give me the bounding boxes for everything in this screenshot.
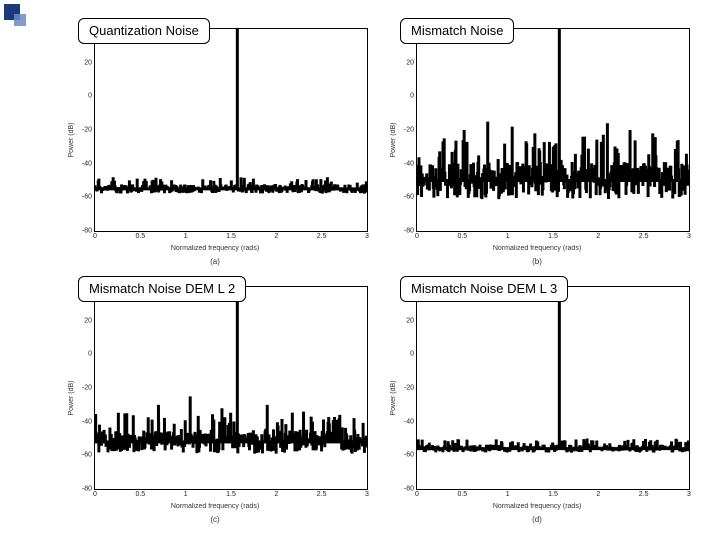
chart-panel: Mismatch Noise DEM L 240200-20-40-60-800…	[56, 272, 374, 524]
y-tick-label: -40	[68, 418, 92, 425]
y-tick-label: 20	[68, 317, 92, 324]
y-tick-label: -40	[390, 160, 414, 167]
y-tick-label: -60	[68, 194, 92, 201]
y-tick-label: -80	[390, 486, 414, 493]
y-tick-label: 20	[390, 317, 414, 324]
plot-area: 40200-20-40-60-8000.511.522.53	[416, 286, 690, 490]
y-tick-label: -60	[68, 452, 92, 459]
slide-decoration	[0, 0, 34, 44]
spectrum-plot	[95, 29, 367, 231]
x-axis-label: Normalized frequency (rads)	[493, 245, 581, 252]
plot-area: 40200-20-40-60-8000.511.522.53	[94, 286, 368, 490]
panel-title: Mismatch Noise DEM L 3	[400, 276, 568, 302]
y-tick-label: 20	[68, 59, 92, 66]
y-tick-label: 0	[68, 93, 92, 100]
y-axis-label: Power (dB)	[68, 122, 75, 157]
y-tick-label: 0	[390, 351, 414, 358]
y-axis-label: Power (dB)	[68, 380, 75, 415]
x-axis-label: Normalized frequency (rads)	[493, 503, 581, 510]
y-tick-label: -80	[68, 228, 92, 235]
deco-square-light	[14, 14, 26, 26]
plot-area: 40200-20-40-60-8000.511.522.53	[416, 28, 690, 232]
y-tick-label: -80	[68, 486, 92, 493]
chart-panel: Quantization Noise40200-20-40-60-8000.51…	[56, 14, 374, 266]
x-axis-label: Normalized frequency (rads)	[171, 245, 259, 252]
y-tick-label: -60	[390, 194, 414, 201]
plot-area: 40200-20-40-60-8000.511.522.53	[94, 28, 368, 232]
y-tick-label: 0	[68, 351, 92, 358]
chart-grid: Quantization Noise40200-20-40-60-8000.51…	[56, 14, 696, 524]
subfigure-label: (b)	[532, 257, 542, 266]
panel-title: Mismatch Noise DEM L 2	[78, 276, 246, 302]
panel-title: Quantization Noise	[78, 18, 210, 44]
y-tick-label: -80	[390, 228, 414, 235]
spectrum-plot	[95, 287, 367, 489]
chart-panel: Mismatch Noise DEM L 340200-20-40-60-800…	[378, 272, 696, 524]
y-tick-label: 0	[390, 93, 414, 100]
subfigure-label: (a)	[210, 257, 220, 266]
y-tick-label: -60	[390, 452, 414, 459]
subfigure-label: (d)	[532, 515, 542, 524]
y-axis-label: Power (dB)	[390, 380, 397, 415]
panel-title: Mismatch Noise	[400, 18, 514, 44]
y-axis-label: Power (dB)	[390, 122, 397, 157]
spectrum-plot	[417, 287, 689, 489]
spectrum-plot	[417, 29, 689, 231]
y-tick-label: -40	[390, 418, 414, 425]
chart-panel: Mismatch Noise40200-20-40-60-8000.511.52…	[378, 14, 696, 266]
subfigure-label: (c)	[210, 515, 219, 524]
x-axis-label: Normalized frequency (rads)	[171, 503, 259, 510]
y-tick-label: -40	[68, 160, 92, 167]
y-tick-label: 20	[390, 59, 414, 66]
